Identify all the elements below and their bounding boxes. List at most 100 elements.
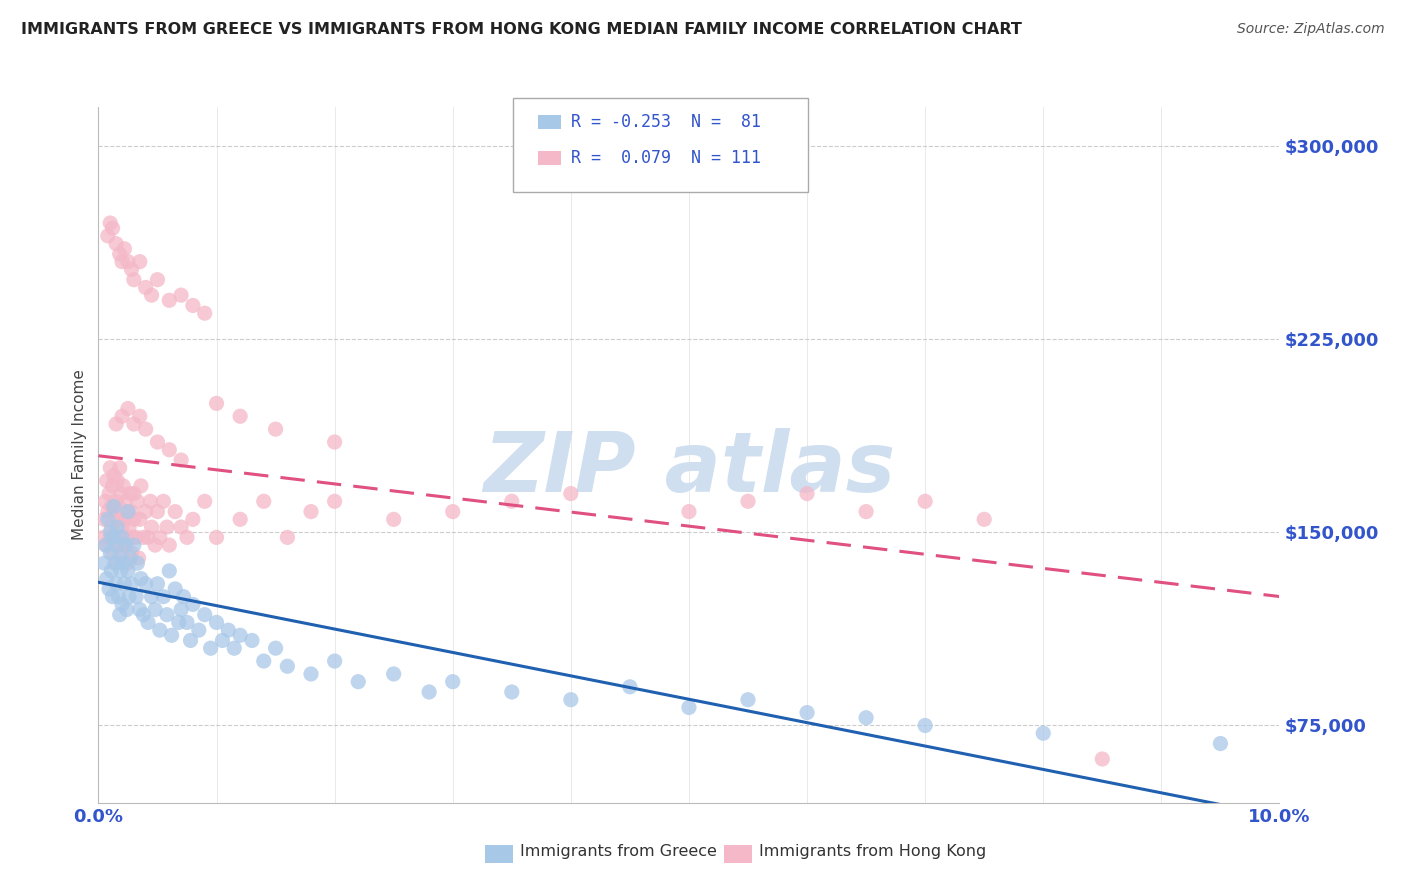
Point [146,505,169,519]
Point [146,273,169,287]
Point [501,494,523,508]
Point [105,520,128,534]
Point [157,442,180,457]
Point [121,530,143,544]
Point [100,564,122,578]
Point [105,494,128,508]
Point [111,598,134,612]
Text: IMMIGRANTS FROM GREECE VS IMMIGRANTS FROM HONG KONG MEDIAN FAMILY INCOME CORRELA: IMMIGRANTS FROM GREECE VS IMMIGRANTS FRO… [21,22,1022,37]
Point [107,500,129,514]
Point [114,538,136,552]
Point [110,512,132,526]
Point [156,607,179,622]
Point [103,505,125,519]
Point [181,298,204,312]
Point [112,576,135,591]
Point [101,530,124,544]
Point [104,556,127,570]
Point [121,262,143,277]
Point [224,641,246,656]
Point [205,396,228,410]
Point [91,530,114,544]
Point [128,551,150,566]
Point [146,435,169,450]
Point [1091,752,1114,766]
Point [194,306,217,320]
Point [678,505,700,519]
Point [165,505,187,519]
Point [152,590,174,604]
Point [347,674,370,689]
Y-axis label: Median Family Income: Median Family Income [72,369,87,541]
Point [108,460,131,475]
Point [122,273,145,287]
Point [737,494,759,508]
Point [112,242,135,256]
Point [149,623,172,637]
Point [128,254,150,268]
Point [96,474,118,488]
Point [115,602,138,616]
Point [135,505,157,519]
Point [108,530,131,544]
Point [132,530,155,544]
Point [122,538,145,552]
Point [111,409,134,424]
Point [157,538,180,552]
Point [132,607,155,622]
Point [323,435,346,450]
Point [103,468,125,483]
Point [98,582,121,596]
Point [135,576,157,591]
Point [111,530,134,544]
Point [103,500,125,514]
Point [98,530,121,544]
Text: Source: ZipAtlas.com: Source: ZipAtlas.com [1237,22,1385,37]
Point [176,530,198,544]
Point [135,422,157,436]
Point [93,512,115,526]
Point [299,667,322,681]
Point [180,633,202,648]
Point [127,556,149,570]
Point [98,460,121,475]
Point [143,602,166,616]
Point [112,479,135,493]
Point [120,551,142,566]
Point [121,505,143,519]
Point [200,641,222,656]
Point [170,288,193,302]
Point [172,590,194,604]
Point [122,512,145,526]
Point [108,247,131,261]
Point [112,556,135,570]
Point [107,590,129,604]
Point [107,538,129,552]
Point [97,228,120,243]
Point [128,409,150,424]
Point [276,659,298,673]
Point [323,494,346,508]
Point [141,590,163,604]
Point [104,530,127,544]
Point [264,422,287,436]
Point [121,546,143,560]
Point [253,654,276,668]
Point [105,556,128,570]
Point [441,674,464,689]
Point [94,494,117,508]
Point [128,512,150,526]
Point [117,505,139,519]
Point [108,607,131,622]
Point [264,641,287,656]
Point [914,494,936,508]
Point [96,538,118,552]
Point [619,680,641,694]
Point [156,520,179,534]
Point [100,500,122,514]
Point [100,520,122,534]
Text: ZIP atlas: ZIP atlas [482,428,896,509]
Point [117,505,139,519]
Point [98,216,121,230]
Point [141,288,163,302]
